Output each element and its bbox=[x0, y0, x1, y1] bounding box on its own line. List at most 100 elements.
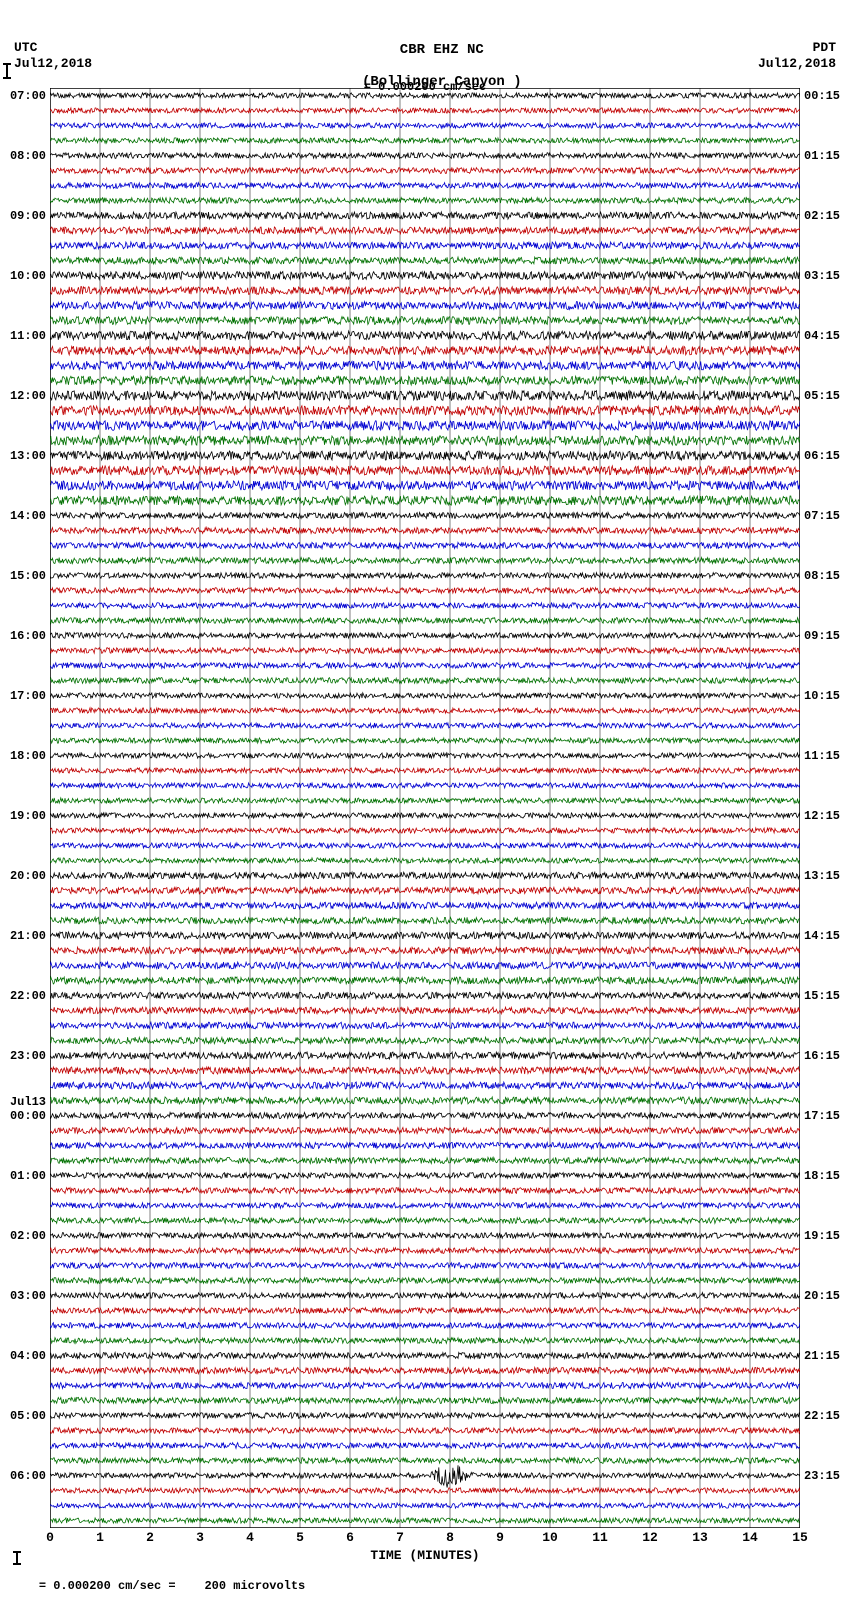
trace-row bbox=[50, 962, 800, 969]
trace-row bbox=[50, 1503, 800, 1508]
trace-row bbox=[50, 678, 800, 684]
trace-row bbox=[50, 828, 800, 833]
trace-row bbox=[50, 872, 800, 879]
utc-hour-label: 04:00 bbox=[10, 1349, 50, 1363]
pdt-hour-label: 16:15 bbox=[800, 1049, 840, 1063]
trace-row bbox=[50, 1413, 800, 1419]
pdt-hour-label: 13:15 bbox=[800, 869, 840, 883]
trace-row bbox=[50, 708, 800, 713]
pdt-hour-label: 14:15 bbox=[800, 929, 840, 943]
trace-row bbox=[50, 618, 800, 624]
trace-row bbox=[50, 1367, 800, 1373]
x-tick-label: 10 bbox=[542, 1530, 558, 1545]
trace-row bbox=[50, 361, 800, 370]
pdt-hour-label: 10:15 bbox=[800, 689, 840, 703]
utc-hour-label: 05:00 bbox=[10, 1409, 50, 1423]
pdt-hour-label: 00:15 bbox=[800, 89, 840, 103]
x-tick-label: 13 bbox=[692, 1530, 708, 1545]
trace-row bbox=[50, 977, 800, 984]
trace-row bbox=[50, 331, 800, 340]
trace-row bbox=[50, 1233, 800, 1239]
trace-row bbox=[50, 391, 800, 401]
trace-row bbox=[50, 902, 800, 909]
trace-row bbox=[50, 302, 800, 310]
trace-row bbox=[50, 648, 800, 654]
trace-row bbox=[50, 257, 800, 264]
pdt-hour-label: 22:15 bbox=[800, 1409, 840, 1423]
trace-row bbox=[50, 723, 800, 728]
tz-right-label: PDT bbox=[813, 40, 836, 55]
pdt-hour-label: 03:15 bbox=[800, 269, 840, 283]
utc-hour-label: 08:00 bbox=[10, 149, 50, 163]
trace-row bbox=[50, 451, 800, 460]
trace-row bbox=[50, 227, 800, 234]
pdt-hour-label: 01:15 bbox=[800, 149, 840, 163]
date-left-label: Jul12,2018 bbox=[14, 56, 92, 71]
pdt-hour-label: 19:15 bbox=[800, 1229, 840, 1243]
trace-row bbox=[50, 843, 800, 848]
pdt-hour-label: 06:15 bbox=[800, 449, 840, 463]
trace-row bbox=[50, 947, 800, 954]
trace-row bbox=[50, 693, 800, 698]
trace-row bbox=[50, 138, 800, 143]
utc-hour-label: 11:00 bbox=[10, 329, 50, 343]
trace-row bbox=[50, 1458, 800, 1464]
trace-row bbox=[50, 183, 800, 189]
trace-row bbox=[50, 588, 800, 594]
trace-row bbox=[50, 108, 800, 113]
trace-row bbox=[50, 1443, 800, 1449]
trace-row bbox=[50, 1173, 800, 1179]
pdt-hour-label: 12:15 bbox=[800, 809, 840, 823]
trace-row bbox=[50, 496, 800, 505]
trace-row bbox=[50, 1203, 800, 1209]
x-tick-label: 7 bbox=[396, 1530, 404, 1545]
pdt-hour-label: 02:15 bbox=[800, 209, 840, 223]
scale-bar-icon bbox=[0, 62, 14, 80]
x-tick-label: 6 bbox=[346, 1530, 354, 1545]
trace-row bbox=[50, 376, 800, 385]
trace-row bbox=[50, 603, 800, 609]
scale-bar-icon bbox=[10, 1551, 24, 1565]
utc-hour-label: 02:00 bbox=[10, 1229, 50, 1243]
trace-row bbox=[50, 346, 800, 355]
pdt-hour-label: 15:15 bbox=[800, 989, 840, 1003]
utc-hour-label: 14:00 bbox=[10, 509, 50, 523]
utc-hour-label: 15:00 bbox=[10, 569, 50, 583]
x-tick-label: 15 bbox=[792, 1530, 808, 1545]
trace-row bbox=[50, 1488, 800, 1493]
trace-row bbox=[50, 1263, 800, 1269]
trace-row bbox=[50, 212, 800, 219]
pdt-hour-label: 17:15 bbox=[800, 1109, 840, 1123]
trace-row bbox=[50, 1382, 800, 1388]
pdt-hour-label: 18:15 bbox=[800, 1169, 840, 1183]
utc-hour-label: 09:00 bbox=[10, 209, 50, 223]
trace-row bbox=[50, 1067, 800, 1074]
x-tick-label: 14 bbox=[742, 1530, 758, 1545]
trace-row bbox=[50, 1248, 800, 1254]
station-code: CBR EHZ NC bbox=[400, 42, 484, 58]
trace-row bbox=[50, 542, 800, 548]
trace-row bbox=[50, 481, 800, 490]
trace-row bbox=[50, 1052, 800, 1059]
pdt-hour-label: 04:15 bbox=[800, 329, 840, 343]
utc-hour-label: 00:00 bbox=[10, 1109, 50, 1123]
trace-row bbox=[50, 1352, 800, 1358]
trace-row bbox=[50, 1188, 800, 1194]
trace-row bbox=[50, 1157, 800, 1163]
trace-row bbox=[50, 1465, 800, 1487]
utc-hour-label: 10:00 bbox=[10, 269, 50, 283]
trace-row bbox=[50, 436, 800, 446]
utc-hour-label: 18:00 bbox=[10, 749, 50, 763]
seismogram-page: CBR EHZ NC (Bollinger Canyon ) = 0.00020… bbox=[0, 0, 850, 1613]
trace-row bbox=[50, 1142, 800, 1148]
pdt-hour-label: 08:15 bbox=[800, 569, 840, 583]
trace-row bbox=[50, 633, 800, 639]
utc-hour-label: 16:00 bbox=[10, 629, 50, 643]
pdt-hour-label: 20:15 bbox=[800, 1289, 840, 1303]
trace-row bbox=[50, 123, 800, 128]
trace-row bbox=[50, 1127, 800, 1133]
utc-hour-label: 07:00 bbox=[10, 89, 50, 103]
trace-row bbox=[50, 798, 800, 803]
trace-row bbox=[50, 738, 800, 743]
utc-hour-label: 01:00 bbox=[10, 1169, 50, 1183]
